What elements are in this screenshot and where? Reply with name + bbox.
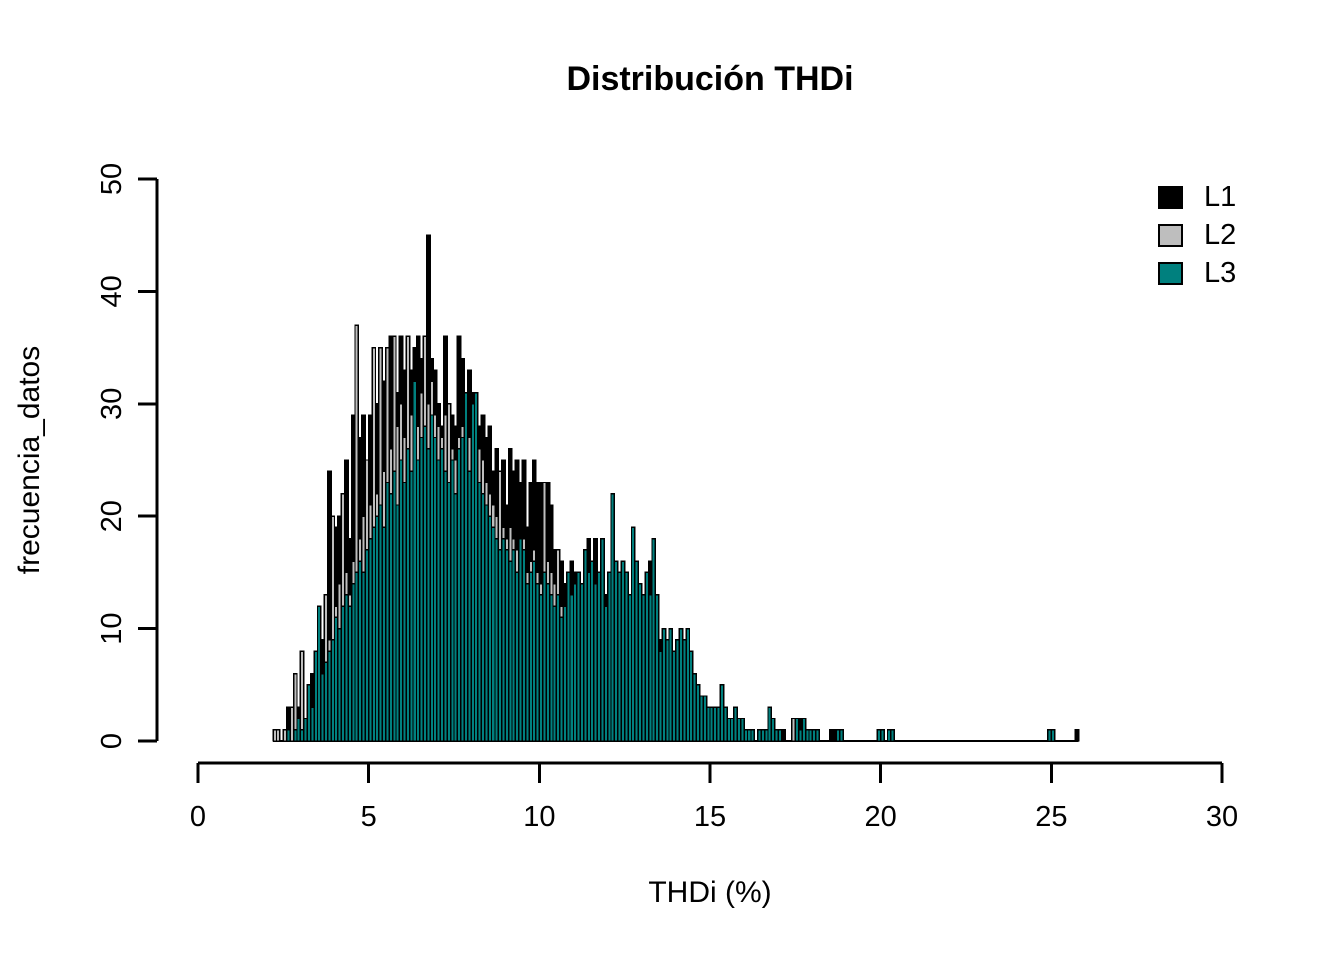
x-tick-label: 30 (1206, 801, 1238, 833)
y-tick-label: 10 (96, 612, 128, 644)
chart-title: Distribución THDi (566, 60, 854, 98)
x-tick-label: 5 (361, 801, 377, 833)
x-tick-label: 0 (190, 801, 206, 833)
legend-label: L2 (1204, 218, 1237, 251)
histogram-bar-L3 (815, 729, 820, 742)
y-tick-label: 50 (96, 163, 128, 195)
x-tick-label: 10 (523, 801, 555, 833)
x-tick-label: 25 (1035, 801, 1067, 833)
y-axis-title: frecuencia_datos (13, 345, 46, 575)
histogram-bar-L3 (890, 729, 896, 742)
histogram-bar-L3 (839, 729, 844, 742)
legend-label: L1 (1204, 180, 1237, 213)
y-tick-label: 0 (96, 733, 128, 749)
y-tick-label: 30 (96, 388, 128, 420)
histogram-bar-L3 (777, 729, 783, 742)
histogram-bar-L3 (1050, 729, 1056, 742)
y-tick-label: 20 (96, 500, 128, 532)
histogram-bar-L2 (275, 729, 281, 742)
legend-item-L1: L1 (1158, 178, 1236, 216)
legend-item-L2: L2 (1158, 216, 1236, 254)
legend-swatch-L1 (1158, 185, 1183, 209)
legend-swatch-L2 (1158, 223, 1183, 247)
legend-swatch-L3 (1158, 261, 1183, 285)
y-tick-label: 40 (96, 275, 128, 307)
histogram-bar-L3 (879, 729, 885, 742)
legend: L1 L2 L3 (1158, 178, 1236, 292)
x-tick-label: 15 (694, 801, 726, 833)
x-tick-label: 20 (865, 801, 897, 833)
histogram-bar-L1 (1074, 729, 1080, 742)
histogram-bar-L3 (286, 729, 291, 742)
legend-item-L3: L3 (1158, 254, 1236, 292)
x-axis-title: THDi (%) (648, 876, 772, 909)
legend-label: L3 (1204, 256, 1237, 289)
histogram-bar-L3 (750, 729, 756, 742)
